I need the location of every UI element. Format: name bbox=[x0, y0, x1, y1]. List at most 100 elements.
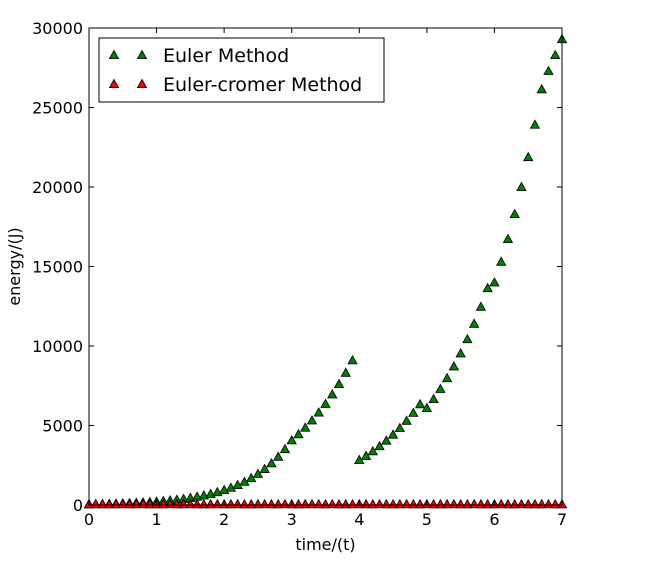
data-point bbox=[340, 498, 351, 509]
data-point bbox=[104, 498, 115, 509]
data-point bbox=[286, 434, 297, 445]
data-point bbox=[448, 361, 460, 371]
data-point bbox=[462, 333, 473, 344]
x-tick-label: 4 bbox=[354, 510, 364, 529]
data-point bbox=[333, 378, 345, 389]
data-point bbox=[232, 479, 243, 489]
data-point bbox=[523, 498, 534, 509]
data-point bbox=[300, 422, 311, 432]
data-point bbox=[421, 402, 433, 413]
data-point bbox=[198, 498, 210, 509]
data-point bbox=[110, 498, 122, 509]
data-point bbox=[516, 498, 527, 509]
data-point bbox=[401, 415, 412, 425]
data-point bbox=[239, 498, 250, 509]
data-point bbox=[212, 498, 223, 509]
legend-label-euler: Euler Method bbox=[163, 45, 289, 67]
data-point bbox=[185, 498, 196, 509]
data-point bbox=[428, 498, 439, 509]
data-point bbox=[543, 498, 554, 509]
x-tick-label: 0 bbox=[84, 510, 94, 529]
x-tick-label: 7 bbox=[557, 510, 567, 529]
x-tick-label: 1 bbox=[151, 510, 161, 529]
data-point bbox=[482, 498, 493, 509]
data-point bbox=[131, 498, 142, 509]
data-point bbox=[509, 498, 520, 509]
data-point bbox=[441, 372, 453, 383]
data-point bbox=[232, 498, 243, 509]
data-point bbox=[394, 422, 406, 433]
x-tick-label: 3 bbox=[287, 510, 297, 529]
data-point bbox=[381, 498, 392, 509]
data-point bbox=[313, 407, 324, 417]
series-layer bbox=[83, 33, 568, 509]
data-point bbox=[468, 318, 480, 328]
data-point bbox=[300, 498, 311, 509]
y-axis-label: energy/(J) bbox=[5, 227, 24, 305]
data-point bbox=[347, 498, 358, 509]
data-point bbox=[97, 498, 108, 509]
data-point bbox=[441, 498, 453, 509]
data-point bbox=[435, 383, 446, 393]
x-tick-label: 6 bbox=[489, 510, 499, 529]
x-tick-label: 2 bbox=[219, 510, 229, 529]
legend-label-euler-cromer: Euler-cromer Method bbox=[163, 74, 362, 96]
data-point bbox=[550, 49, 561, 60]
data-point bbox=[273, 451, 284, 461]
data-point bbox=[259, 463, 270, 473]
data-point bbox=[171, 498, 183, 509]
plot-area bbox=[89, 28, 562, 505]
ticks-layer: 0 1 2 3 4 5 6 7 0 5000 10000 15000 20000 25000 30000 bbox=[32, 19, 567, 529]
data-point bbox=[475, 301, 487, 311]
data-point bbox=[273, 498, 284, 509]
data-point bbox=[360, 450, 372, 460]
series-euler-cromer bbox=[83, 498, 568, 509]
data-point bbox=[279, 498, 291, 509]
legend-marker bbox=[136, 49, 148, 59]
data-point bbox=[448, 498, 460, 509]
data-point bbox=[509, 208, 520, 219]
y-tick-label: 20000 bbox=[32, 178, 83, 197]
data-point bbox=[455, 498, 466, 509]
data-point bbox=[266, 498, 277, 509]
data-point bbox=[387, 429, 399, 439]
data-point bbox=[408, 407, 419, 417]
x-axis-label: time/(t) bbox=[295, 535, 355, 554]
data-point bbox=[408, 498, 419, 509]
legend-box bbox=[98, 37, 385, 103]
data-point bbox=[374, 440, 385, 451]
data-point bbox=[117, 498, 128, 509]
data-point bbox=[502, 233, 514, 243]
data-point bbox=[340, 367, 351, 377]
legend-marker bbox=[108, 49, 120, 59]
data-point bbox=[306, 415, 318, 425]
data-point bbox=[252, 468, 264, 478]
data-point bbox=[475, 498, 487, 509]
data-point bbox=[259, 498, 270, 509]
data-point bbox=[462, 498, 473, 509]
data-point bbox=[482, 282, 493, 293]
data-point bbox=[124, 498, 135, 509]
data-point bbox=[550, 498, 561, 509]
data-point bbox=[414, 498, 426, 509]
y-tick-label: 25000 bbox=[32, 99, 83, 118]
data-point bbox=[367, 445, 378, 456]
data-point bbox=[252, 498, 264, 509]
data-point bbox=[367, 498, 378, 509]
data-point bbox=[543, 65, 554, 75]
data-point bbox=[414, 398, 426, 409]
legend-marker-euler bbox=[108, 49, 148, 59]
legend-marker bbox=[108, 78, 120, 88]
data-point bbox=[496, 498, 507, 509]
legend-marker-euler-cromer bbox=[108, 78, 148, 88]
data-point bbox=[333, 498, 345, 509]
data-point bbox=[529, 498, 541, 509]
data-point bbox=[347, 354, 358, 365]
data-point bbox=[205, 498, 216, 509]
data-point bbox=[387, 498, 399, 509]
data-point bbox=[536, 498, 547, 509]
data-point bbox=[468, 498, 480, 509]
data-point bbox=[455, 347, 466, 358]
data-point bbox=[327, 389, 338, 399]
